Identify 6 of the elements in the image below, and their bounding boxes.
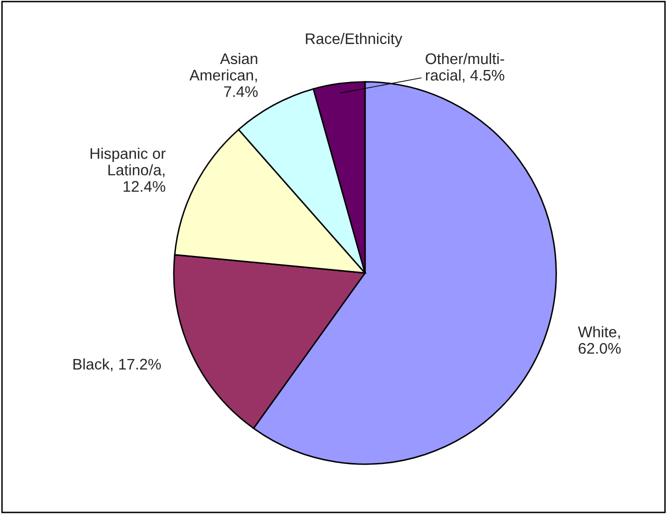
slice-label: Black, 17.2% — [73, 358, 161, 372]
slice-label: Other/multi- racial, 4.5% — [426, 52, 504, 82]
slice-label: Asian American, 7.4% — [189, 52, 258, 97]
slice-label: Hispanic or Latino/a, 12.4% — [90, 148, 166, 192]
chart-title: Race/Ethnicity — [306, 32, 402, 48]
slice-label: White, 62.0% — [578, 326, 621, 354]
